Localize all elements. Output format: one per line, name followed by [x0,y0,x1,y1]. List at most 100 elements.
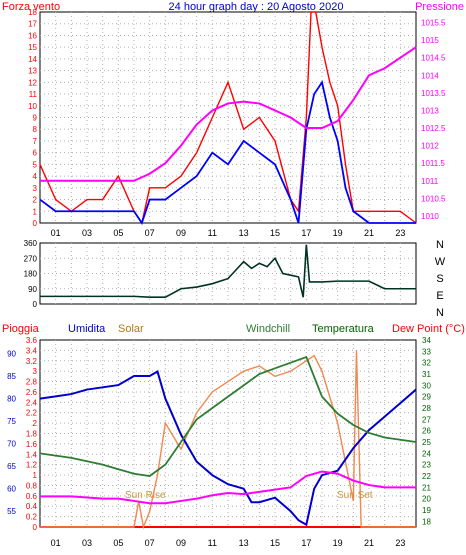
rain-tick-label: 3.6 [26,336,38,345]
wind-tick-label: 17 [28,20,37,29]
humidity-axis-ticks: 55 60 65 70 75 80 85 90 [7,350,16,517]
temperature-tick-label: 30 [422,381,431,390]
x-tick-label: 19 [333,228,343,238]
rain-tick-label: 1.4 [26,450,38,459]
pressure-tick-label: 1013 [421,106,439,115]
pressure-tick-label: 1012 [421,142,439,151]
direction-tick-label: 360 [24,239,38,248]
direction-tick-label: 180 [24,270,38,279]
pressure-tick-label: 1015 [421,36,439,45]
wind-direction-line [40,244,416,299]
temperature-tick-label: 19 [422,506,431,515]
x-tick-label: 01 [51,538,61,548]
wind-tick-label: 0 [33,219,38,228]
top-series [39,11,417,226]
compass-label: W [435,256,446,268]
temperature-tick-label: 21 [422,483,431,492]
x-tick-label: 23 [395,538,405,548]
wind-tick-label: 11 [29,90,38,99]
temperature-tick-label: 34 [422,336,431,345]
solar-line [40,350,416,530]
wind-tick-label: 4 [33,172,38,181]
wind-tick-label: 5 [33,160,38,169]
direction-axis-ticks: 0 90 180 270 360 [24,239,38,309]
wind-speed-line [39,80,416,226]
rain-tick-label: 0.2 [26,513,38,522]
compass-label: N [436,307,444,319]
rain-tick-label: 1.6 [26,440,38,449]
bottom-x-ticks: 01 03 05 07 09 11 13 15 17 19 21 23 [51,538,406,548]
graph-title: 24 hour graph day : 20 Agosto 2020 [169,1,344,13]
temperature-tick-label: 24 [422,449,431,458]
rain-tick-label: 0.6 [26,492,38,501]
compass-label: E [436,290,443,302]
rain-tick-label: 1.8 [26,430,38,439]
wind-tick-label: 12 [28,78,37,87]
rain-tick-label: 3 [33,367,38,376]
humidity-tick-label: 60 [7,485,16,494]
direction-series [40,244,416,299]
direction-tick-label: 270 [24,254,38,263]
rain-tick-label: 3.2 [26,357,38,366]
bottom-legend-label: Pioggia [2,323,40,335]
x-tick-label: 13 [239,228,249,238]
bottom-legend-label: Dew Point (°C) [392,323,465,335]
temperature-tick-label: 26 [422,427,431,436]
x-tick-label: 21 [364,228,374,238]
humidity-line [39,370,417,527]
wind-force-line [39,11,417,225]
x-tick-label: 21 [364,538,374,548]
wind-tick-label: 15 [28,43,37,52]
wind-tick-label: 3 [33,184,38,193]
rain-tick-label: 0 [33,523,38,532]
pressure-tick-label: 1010 [421,212,439,221]
temperature-tick-label: 33 [422,347,431,356]
x-tick-label: 15 [270,228,280,238]
rain-axis-ticks: 00.2 0.40.6 0.811.2 1.41.61.8 22.2 2.42.62.8 3… [26,336,38,532]
temperature-tick-label: 23 [422,461,431,470]
wind-tick-label: 9 [33,114,38,123]
top-x-ticks: 01 03 05 07 09 11 13 15 17 19 21 23 [51,228,406,238]
wind-tick-label: 7 [33,137,38,146]
x-tick-label: 07 [145,228,155,238]
x-tick-label: 11 [208,538,217,548]
pressure-tick-label: 1015.5 [421,19,446,28]
bottom-legend-label: Temperatura [312,323,375,335]
pressure-tick-label: 1010.5 [421,194,446,203]
humidity-tick-label: 80 [7,395,16,404]
temperature-tick-label: 25 [422,438,431,447]
rain-tick-label: 0.8 [26,481,38,490]
sunset-label: Sun Set [337,490,373,501]
x-tick-label: 01 [51,228,61,238]
compass-label: S [436,273,443,285]
rain-tick-label: 1 [33,471,38,480]
humidity-tick-label: 65 [7,462,16,471]
x-tick-label: 15 [270,538,280,548]
x-tick-label: 05 [113,538,123,548]
wind-tick-label: 8 [33,125,38,134]
bottom-series [39,350,417,530]
x-tick-label: 07 [145,538,155,548]
direction-tick-label: 0 [33,300,38,309]
bottom-header: Pioggia Umidita Solar Windchill Temperatura D… [2,323,465,335]
direction-grid [40,243,416,304]
humidity-tick-label: 75 [7,417,16,426]
sunrise-label: Sun Rise [125,490,166,501]
temperature-tick-label: 22 [422,472,431,481]
wind-tick-label: 1 [33,207,38,216]
wind-tick-label: 2 [33,196,38,205]
rain-tick-label: 1.2 [26,461,38,470]
x-tick-label: 19 [333,538,343,548]
bottom-legend-label: Windchill [246,323,290,335]
pressure-tick-label: 1014 [421,71,439,80]
temperature-tick-label: 28 [422,404,431,413]
temperature-tick-label: 32 [422,359,431,368]
wind-tick-label: 10 [28,102,37,111]
temperature-tick-label: 29 [422,393,431,402]
x-tick-label: 03 [82,228,92,238]
bottom-legend-label: Umidita [68,323,106,335]
temperature-tick-label: 27 [422,415,431,424]
rain-tick-label: 0.4 [26,502,38,511]
